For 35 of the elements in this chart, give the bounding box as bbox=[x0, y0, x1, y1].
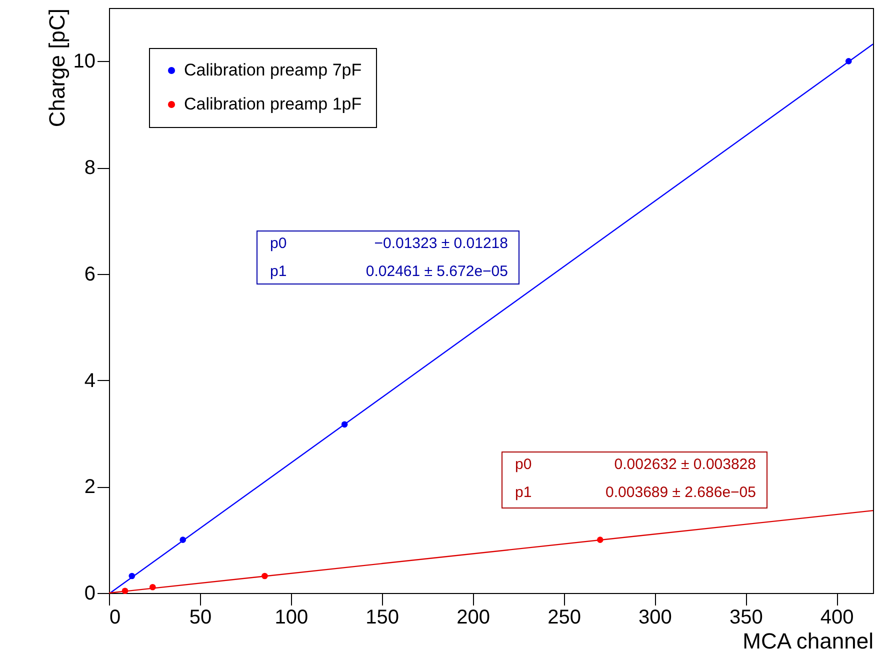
annotation: −0.01323 ± 0.01218 bbox=[374, 235, 508, 252]
point bbox=[180, 536, 186, 543]
x-tick-label: 350 bbox=[729, 606, 763, 628]
y-tick-label: 0 bbox=[84, 582, 96, 604]
legend-label: Calibration preamp 1pF bbox=[184, 94, 362, 114]
y-tick-label: 4 bbox=[84, 370, 96, 392]
x-tick-label: 150 bbox=[366, 606, 400, 628]
annotation: 0.003689 ± 2.686e−05 bbox=[606, 484, 756, 501]
y-tick-label: 2 bbox=[84, 476, 96, 498]
legend-label: Calibration preamp 7pF bbox=[184, 60, 362, 80]
y-tick-label: 8 bbox=[84, 157, 96, 180]
x-axis-title: MCA channel bbox=[742, 628, 874, 654]
point bbox=[149, 584, 156, 590]
point bbox=[122, 588, 128, 594]
y-tick-label: 10 bbox=[73, 50, 96, 73]
x-tick-label: 250 bbox=[548, 606, 581, 628]
annotation: p1 bbox=[515, 484, 532, 501]
point bbox=[845, 58, 852, 64]
point bbox=[262, 572, 268, 580]
x-tick-label: 200 bbox=[456, 606, 490, 628]
x-tick-label: 0 bbox=[110, 606, 121, 628]
point bbox=[596, 536, 604, 543]
y-tick-label: 6 bbox=[84, 263, 96, 286]
x-tick-label: 50 bbox=[189, 606, 212, 628]
x-tick-label: 400 bbox=[820, 606, 854, 628]
y-axis-title: Charge [pC] bbox=[44, 8, 70, 128]
x-tick-label: 300 bbox=[638, 606, 672, 628]
point bbox=[341, 421, 348, 428]
point bbox=[128, 572, 136, 580]
annotation: p1 bbox=[270, 263, 287, 280]
x-tick-label: 100 bbox=[274, 606, 308, 628]
annotation: 0.02461 ± 5.672e−05 bbox=[366, 263, 508, 280]
annotation: p0 bbox=[515, 456, 532, 473]
annotation: p0 bbox=[270, 235, 287, 252]
annotation: 0.002632 ± 0.003828 bbox=[614, 456, 756, 473]
